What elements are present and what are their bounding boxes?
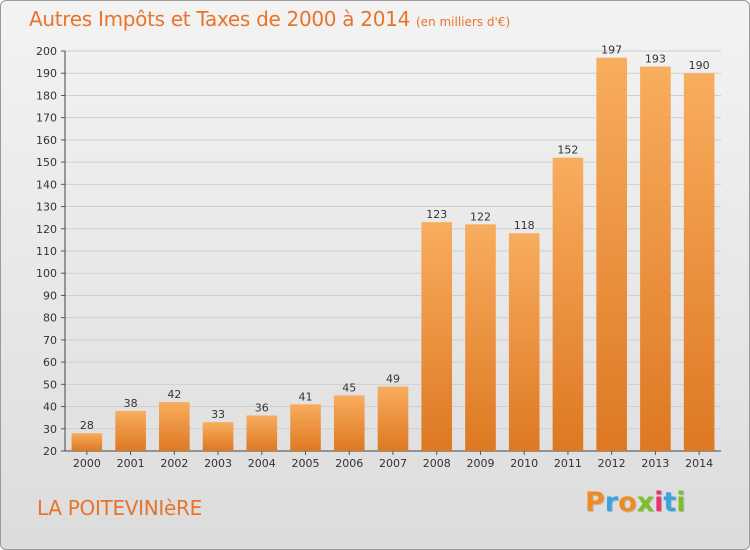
y-tick-label: 150 bbox=[36, 156, 57, 169]
data-label-2008: 123 bbox=[426, 208, 447, 221]
y-tick-label: 80 bbox=[43, 312, 57, 325]
bar-2004 bbox=[246, 415, 278, 451]
y-tick-label: 200 bbox=[36, 45, 57, 58]
y-tick-label: 140 bbox=[36, 178, 57, 191]
bar-2013 bbox=[640, 66, 671, 452]
data-label-2001: 38 bbox=[124, 397, 138, 410]
commune-name: LA POITEVINIèRE bbox=[37, 496, 202, 520]
y-tick-label: 190 bbox=[36, 67, 57, 80]
data-label-2012: 197 bbox=[601, 44, 622, 57]
logo-letter: x bbox=[636, 487, 655, 518]
data-label-2009: 122 bbox=[470, 210, 491, 223]
y-tick-label: 40 bbox=[43, 401, 57, 414]
y-tick-label: 120 bbox=[36, 223, 57, 236]
y-tick-label: 90 bbox=[43, 289, 57, 302]
data-label-2007: 49 bbox=[386, 373, 400, 386]
x-tick-label-2014: 2014 bbox=[685, 457, 713, 470]
y-tick-label: 130 bbox=[36, 201, 57, 214]
bar-2006 bbox=[333, 395, 365, 451]
y-tick-label: 170 bbox=[36, 112, 57, 125]
data-label-2010: 118 bbox=[514, 219, 535, 232]
logo-letter: i bbox=[654, 487, 664, 518]
bar-2010 bbox=[508, 233, 540, 451]
y-tick-label: 100 bbox=[36, 267, 57, 280]
bars bbox=[71, 57, 715, 452]
bar-2003 bbox=[202, 422, 234, 451]
y-tick-label: 60 bbox=[43, 356, 57, 369]
x-tick-label-2012: 2012 bbox=[598, 457, 626, 470]
chart-title-main: Autres Impôts et Taxes de 2000 à 2014 bbox=[29, 7, 410, 31]
logo-letter: o bbox=[618, 487, 637, 518]
logo-letter: t bbox=[663, 487, 677, 518]
bar-2000 bbox=[71, 433, 103, 451]
logo-letter: r bbox=[604, 487, 619, 518]
logo-letter: i bbox=[676, 487, 686, 518]
y-tick-label: 160 bbox=[36, 134, 57, 147]
data-labels: 28 38 42 33 36 41 45 49 123 122 118 152 197 193 190 bbox=[80, 44, 710, 433]
bar-2009 bbox=[465, 224, 496, 451]
logo-letter: P bbox=[585, 487, 605, 518]
bar-2014 bbox=[683, 73, 715, 451]
bar-2008 bbox=[421, 222, 453, 451]
data-label-2003: 33 bbox=[211, 408, 225, 421]
y-tick-label: 180 bbox=[36, 89, 57, 102]
x-tick-label-2006: 2006 bbox=[335, 457, 363, 470]
x-tick-label-2005: 2005 bbox=[292, 457, 320, 470]
y-tick-label: 110 bbox=[36, 245, 57, 258]
y-tick-label: 20 bbox=[43, 445, 57, 458]
data-label-2004: 36 bbox=[255, 401, 269, 414]
x-tick-label-2004: 2004 bbox=[248, 457, 276, 470]
y-tick-label: 30 bbox=[43, 423, 57, 436]
bar-2002 bbox=[159, 402, 190, 451]
x-tick-label-2000: 2000 bbox=[73, 457, 101, 470]
bar-2001 bbox=[115, 411, 146, 451]
y-tick-label: 70 bbox=[43, 334, 57, 347]
data-label-2011: 152 bbox=[557, 144, 578, 157]
bar-2012 bbox=[596, 57, 627, 452]
proxiti-logo[interactable]: Proxiti bbox=[585, 487, 686, 518]
data-label-2014: 190 bbox=[689, 59, 710, 72]
bar-2011 bbox=[552, 157, 584, 451]
y-tick-label: 50 bbox=[43, 378, 57, 391]
x-tick-label-2007: 2007 bbox=[379, 457, 407, 470]
axes: 20 30 40 50 60 70 80 90 100 110 120 130 140 150 160 170… bbox=[36, 45, 721, 470]
bar-2007 bbox=[377, 386, 409, 451]
data-label-2000: 28 bbox=[80, 419, 94, 432]
x-tick-label-2013: 2013 bbox=[641, 457, 669, 470]
x-tick-label-2010: 2010 bbox=[510, 457, 538, 470]
x-tick-label-2003: 2003 bbox=[204, 457, 232, 470]
data-label-2002: 42 bbox=[167, 388, 181, 401]
x-tick-label-2001: 2001 bbox=[117, 457, 145, 470]
data-label-2005: 41 bbox=[299, 390, 313, 403]
data-label-2013: 193 bbox=[645, 53, 666, 66]
x-tick-label-2002: 2002 bbox=[160, 457, 188, 470]
x-tick-label-2008: 2008 bbox=[423, 457, 451, 470]
data-label-2006: 45 bbox=[342, 381, 356, 394]
bar-2005 bbox=[290, 404, 321, 451]
chart-title: Autres Impôts et Taxes de 2000 à 2014 (en… bbox=[29, 7, 510, 31]
x-tick-label-2009: 2009 bbox=[466, 457, 494, 470]
chart-title-unit: (en milliers d'€) bbox=[416, 15, 511, 29]
x-tick-label-2011: 2011 bbox=[554, 457, 582, 470]
